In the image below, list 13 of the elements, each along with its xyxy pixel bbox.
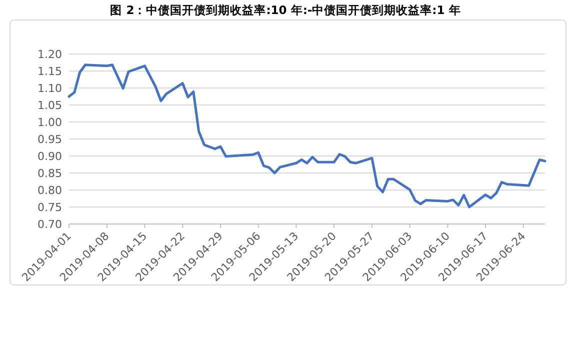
y-tick-label: 1.05 [38, 98, 62, 112]
y-tick-label: 0.75 [38, 200, 62, 214]
y-tick-label: 0.95 [38, 132, 62, 146]
y-tick-label: 0.90 [38, 150, 62, 163]
y-tick-label: 0.80 [38, 184, 62, 197]
chart-title: 图 2：中债国开债到期收益率:10 年:-中债国开债到期收益率:1 年 [110, 3, 461, 17]
y-tick-label: 1.15 [38, 64, 62, 78]
y-tick-label: 1.20 [38, 48, 62, 61]
y-tick-label: 0.85 [38, 166, 62, 180]
y-tick-label: 1.10 [38, 82, 62, 95]
y-tick-label: 1.00 [38, 116, 62, 129]
line-series [68, 64, 546, 208]
y-tick-label: 0.70 [38, 218, 62, 231]
